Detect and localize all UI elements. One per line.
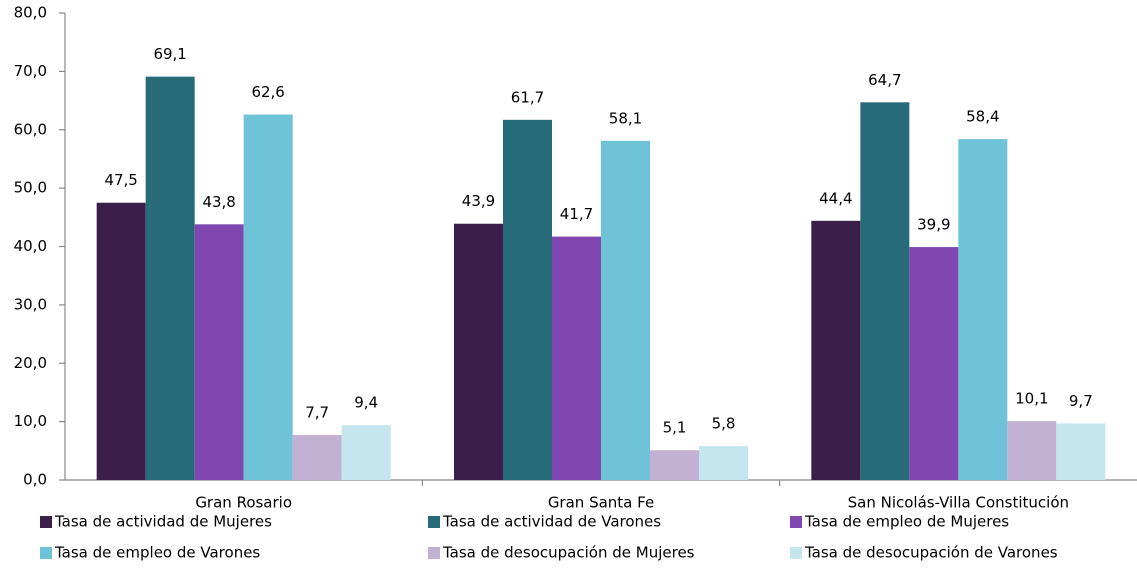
legend-swatch: [40, 516, 52, 528]
data-label: 9,4: [354, 394, 378, 412]
bar: [96, 202, 146, 480]
data-label: 10,1: [1015, 390, 1048, 408]
bar: [650, 450, 699, 480]
data-label: 7,7: [305, 404, 329, 422]
bar: [699, 446, 748, 480]
legend-label: Tasa de desocupación de Mujeres: [442, 544, 695, 562]
data-label: 58,4: [966, 108, 999, 126]
legend-swatch: [790, 516, 802, 528]
bar: [1007, 421, 1057, 480]
legend-label: Tasa de empleo de Varones: [54, 544, 260, 562]
bar: [145, 76, 195, 480]
x-tick-label: San Nicolás-Villa Constitución: [848, 494, 1069, 512]
data-label: 64,7: [868, 71, 901, 89]
data-label: 43,8: [202, 193, 235, 211]
x-tick-label: Gran Rosario: [195, 494, 292, 512]
legend-label: Tasa de empleo de Mujeres: [804, 513, 1009, 531]
data-label: 62,6: [251, 83, 284, 101]
bar: [243, 114, 293, 480]
legend-label: Tasa de actividad de Varones: [442, 513, 661, 531]
bar: [601, 140, 650, 480]
y-tick-label: 50,0: [14, 179, 47, 197]
bar: [194, 224, 244, 480]
bar: [860, 102, 910, 480]
bar: [454, 223, 503, 480]
y-tick-label: 40,0: [14, 237, 47, 255]
data-label: 69,1: [153, 45, 186, 63]
bar: [1056, 423, 1106, 480]
data-label: 5,1: [663, 419, 687, 437]
data-label: 44,4: [819, 189, 852, 207]
y-tick-label: 30,0: [14, 295, 47, 313]
legend-swatch: [428, 547, 440, 559]
legend-swatch: [428, 516, 440, 528]
data-label: 58,1: [609, 109, 642, 127]
x-tick-label: Gran Santa Fe: [548, 494, 654, 512]
y-tick-label: 20,0: [14, 354, 47, 372]
data-label: 47,5: [104, 171, 137, 189]
y-tick-label: 60,0: [14, 120, 47, 138]
bar: [811, 220, 861, 480]
y-tick-label: 80,0: [14, 4, 47, 22]
bar: [341, 425, 391, 480]
bar: [552, 236, 601, 480]
data-label: 9,7: [1069, 392, 1093, 410]
legend-swatch: [790, 547, 802, 559]
data-label: 39,9: [917, 216, 950, 234]
y-tick-label: 70,0: [14, 62, 47, 80]
data-label: 43,9: [462, 192, 495, 210]
legend-label: Tasa de desocupación de Varones: [804, 544, 1058, 562]
bar: [958, 139, 1008, 480]
data-label: 61,7: [511, 88, 544, 106]
data-label: 41,7: [560, 205, 593, 223]
legend-label: Tasa de actividad de Mujeres: [54, 513, 272, 531]
data-label: 5,8: [712, 415, 736, 433]
legend-swatch: [40, 547, 52, 559]
y-tick-label: 0,0: [23, 471, 47, 489]
bar: [503, 119, 552, 481]
bar: [909, 247, 959, 480]
y-tick-label: 10,0: [14, 412, 47, 430]
bar: [292, 435, 342, 480]
